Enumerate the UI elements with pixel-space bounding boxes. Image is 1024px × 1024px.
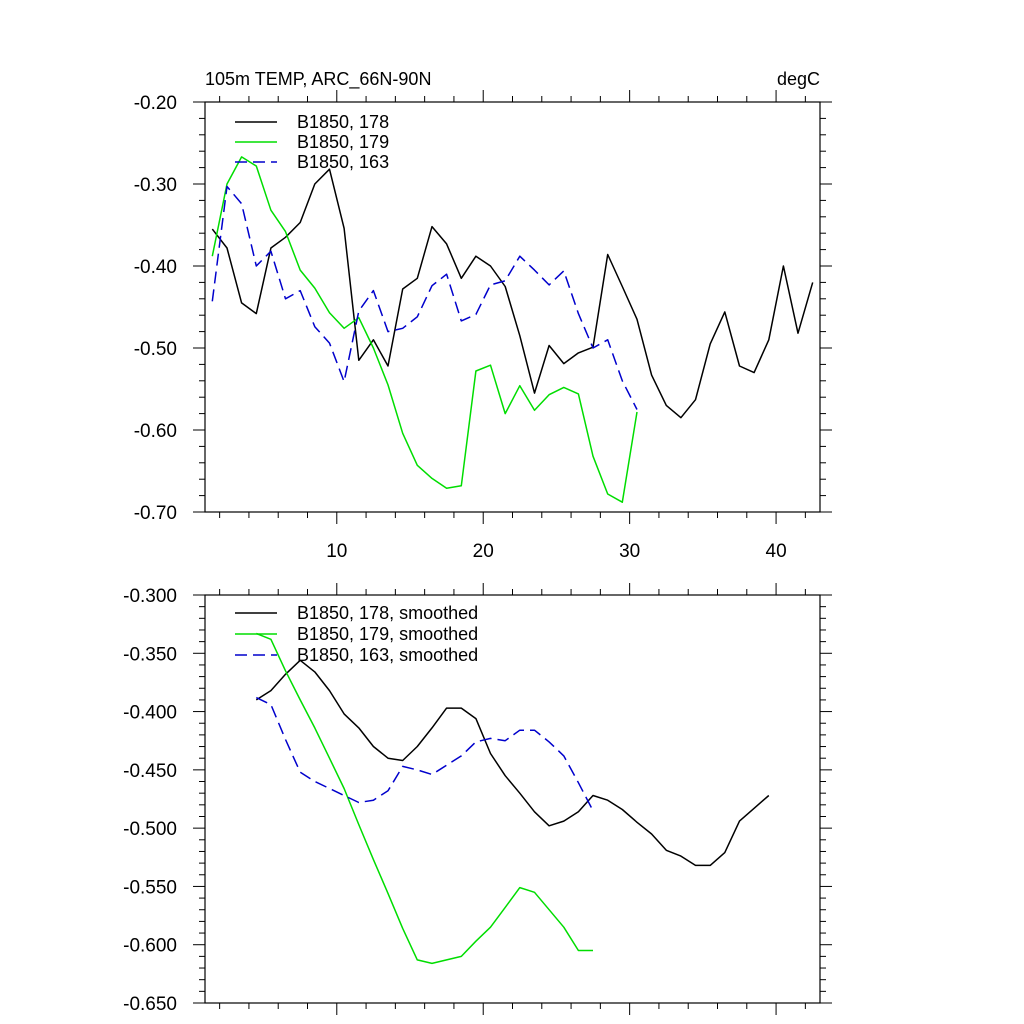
series-line-b1850-178-smoothed <box>255 659 770 867</box>
legend-label: B1850, 178, smoothed <box>297 603 478 623</box>
legend-label: B1850, 179 <box>297 132 389 152</box>
chart-title: 105m TEMP, ARC_66N-90N <box>205 69 431 90</box>
series-line-b1850-179-smoothed <box>256 632 593 965</box>
y-tick-label: -0.600 <box>123 936 177 957</box>
y-tick-label: -0.500 <box>123 819 177 840</box>
legend-label: B1850, 163, smoothed <box>297 645 478 665</box>
y-tick-label: -0.350 <box>123 644 177 665</box>
series-line-b1850-178 <box>211 168 814 419</box>
x-tick-label: 10 <box>326 541 347 562</box>
x-tick-label: 30 <box>619 541 640 562</box>
y-tick-label: -0.30 <box>134 175 177 196</box>
series-line-b1850-163-smoothed <box>255 696 594 812</box>
series-line-b1850-179 <box>211 156 638 503</box>
y-tick-label: -0.70 <box>134 503 177 524</box>
series-line-b1850-163 <box>211 185 638 410</box>
y-tick-label: -0.300 <box>123 586 177 607</box>
bottom-chart-panel: -0.650 -0.600 -0.550 -0.500 -0.450 -0.400 -0.3… <box>123 583 832 1015</box>
y-tick-label: -0.50 <box>134 339 177 360</box>
x-tick-label: 40 <box>766 541 787 562</box>
top-chart-panel: -0.70 -0.60 -0.50 -0.40 -0.30 -0.20 10 20 30 40 10… <box>134 69 832 562</box>
y-tick-label: -0.400 <box>123 703 177 724</box>
y-tick-label: -0.60 <box>134 421 177 442</box>
y-tick-label: -0.40 <box>134 257 177 278</box>
x-tick-label: 20 <box>473 541 494 562</box>
y-tick-label: -0.450 <box>123 761 177 782</box>
legend-label: B1850, 178 <box>297 112 389 132</box>
y-tick-label: -0.650 <box>123 994 177 1015</box>
y-tick-label: -0.20 <box>134 93 177 114</box>
units-label: degC <box>777 69 820 89</box>
legend-label: B1850, 163 <box>297 152 389 172</box>
y-tick-label: -0.550 <box>123 877 177 898</box>
legend-label: B1850, 179, smoothed <box>297 624 478 644</box>
